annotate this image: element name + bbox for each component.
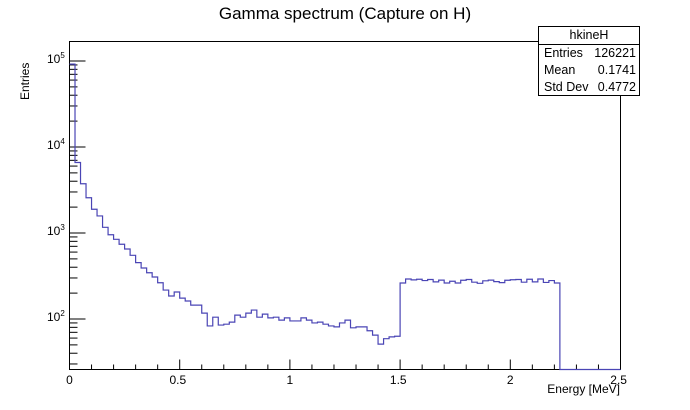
y-tick-label: 104 (47, 137, 65, 152)
y-tick-label: 105 (47, 51, 65, 66)
y-tick-label: 103 (47, 223, 65, 238)
stats-title: hkineH (539, 27, 639, 45)
x-axis-label: Energy [MeV] (547, 382, 620, 396)
stats-mean-row: Mean 0.1741 (539, 62, 639, 79)
stats-stddev-row: Std Dev 0.4772 (539, 79, 639, 96)
y-tick-label: 102 (47, 309, 65, 324)
x-tick-label: 2.5 (610, 373, 627, 387)
stats-box: hkineH Entries 126221 Mean 0.1741 Std De… (538, 26, 640, 96)
stats-mean-label: Mean (544, 63, 576, 77)
stats-entries-label: Entries (544, 46, 583, 60)
stats-mean-value: 0.1741 (597, 63, 636, 77)
histogram-line (69, 63, 621, 371)
x-tick-label: 0 (66, 373, 73, 387)
chart-title: Gamma spectrum (Capture on H) (218, 4, 472, 23)
x-tick-label: 2 (506, 373, 514, 387)
stats-stddev-value: 0.4772 (597, 80, 636, 94)
stats-entries-value: 126221 (594, 46, 636, 60)
x-tick-label: 1.5 (389, 373, 407, 387)
x-tick-label: 1 (286, 373, 294, 387)
stats-stddev-label: Std Dev (544, 80, 589, 94)
stats-entries-row: Entries 126221 (539, 45, 639, 62)
x-tick-label: 0.5 (169, 373, 187, 387)
axes (69, 60, 621, 370)
plot-frame (69, 41, 621, 370)
